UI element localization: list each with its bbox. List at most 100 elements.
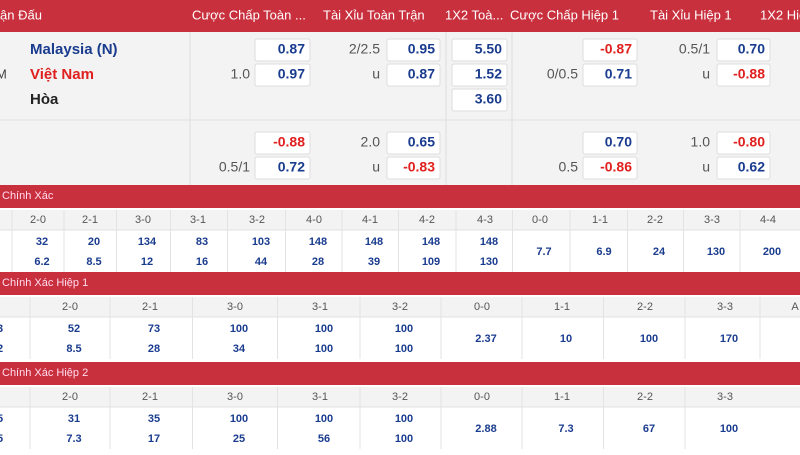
score-odds: 148: [309, 236, 327, 248]
score-odds: 6.2: [34, 256, 49, 268]
column-header: Cược Chấp Toàn ...: [192, 7, 306, 22]
score-odds: 134: [138, 236, 157, 248]
score-label: 3-2: [392, 301, 408, 313]
score-label: 2-2: [637, 301, 653, 313]
score-odds: 3: [0, 323, 3, 335]
score-label: 3-0: [135, 214, 151, 226]
column-header: 1X2 Hiệ: [760, 7, 800, 22]
score-odds: 17: [148, 433, 160, 445]
odds-value[interactable]: 0.87: [408, 66, 435, 82]
handicap-line: u: [702, 66, 710, 82]
score-odds: 200: [763, 246, 781, 258]
odds-value[interactable]: 0.70: [605, 134, 632, 150]
odds-value[interactable]: -0.88: [733, 66, 765, 82]
team-name: Việt Nam: [30, 66, 94, 83]
score-label: 3-1: [312, 301, 328, 313]
score-label: 2-1: [82, 214, 98, 226]
score-label: 3-2: [392, 391, 408, 403]
score-odds: 148: [422, 236, 440, 248]
column-header: 1X2 Toà...: [445, 7, 503, 22]
odds-box: [582, 156, 638, 180]
section-bar: [0, 185, 800, 208]
odds-value[interactable]: 0.71: [605, 66, 632, 82]
odds-value[interactable]: 0.62: [738, 159, 765, 175]
score-odds: 148: [365, 236, 383, 248]
odds-box: [582, 63, 638, 87]
handicap-line: 0/0.5: [547, 66, 578, 82]
odds-value[interactable]: 5.50: [475, 41, 502, 57]
team-name: Hòa: [30, 91, 59, 108]
odds-box: [716, 38, 771, 62]
odds-box: [386, 156, 441, 180]
score-label: 1-1: [554, 391, 570, 403]
odds-value[interactable]: -0.87: [600, 41, 632, 57]
odds-value[interactable]: 0.87: [278, 41, 305, 57]
handicap-line: 2.0: [361, 134, 381, 150]
handicap-line: u: [372, 66, 380, 82]
score-odds: 6.9: [596, 246, 611, 258]
odds-value[interactable]: -0.88: [273, 134, 305, 150]
odds-value[interactable]: 0.70: [738, 41, 765, 57]
column-header: Cược Chấp Hiệp 1: [510, 7, 619, 22]
odds-box: [716, 131, 771, 155]
score-odds: 5: [0, 433, 3, 445]
score-odds: 44: [255, 256, 268, 268]
odds-value[interactable]: 0.72: [278, 159, 305, 175]
score-header-row: [0, 387, 800, 407]
score-odds: 170: [720, 333, 738, 345]
handicap-line: u: [702, 159, 710, 175]
score-label: 3-3: [717, 391, 733, 403]
score-label: 4-1: [362, 214, 378, 226]
score-odds: 100: [230, 323, 248, 335]
score-label: 2-1: [142, 391, 158, 403]
score-odds: 25: [233, 433, 245, 445]
score-label: 1-1: [592, 214, 608, 226]
odds-value[interactable]: 0.97: [278, 66, 305, 82]
score-odds: 52: [68, 323, 80, 335]
score-label: 0-0: [474, 391, 490, 403]
score-label: 0-0: [532, 214, 548, 226]
handicap-line: 0.5: [559, 159, 579, 175]
odds-box: [254, 38, 311, 62]
score-label: 2-0: [62, 391, 78, 403]
odds-value[interactable]: -0.83: [403, 159, 435, 175]
score-odds: 109: [422, 256, 440, 268]
handicap-line: 0.5/1: [219, 159, 250, 175]
score-odds: 100: [395, 323, 413, 335]
score-odds: 148: [480, 236, 498, 248]
score-odds: 28: [312, 256, 324, 268]
score-odds: 5: [0, 413, 3, 425]
odds-box: [451, 63, 508, 87]
score-odds: 100: [395, 413, 413, 425]
score-label: 3-3: [717, 301, 733, 313]
score-odds: 8.5: [66, 343, 81, 355]
odds-value[interactable]: 3.60: [475, 91, 502, 107]
match-time: M: [0, 66, 7, 81]
score-label: 1-1: [554, 301, 570, 313]
score-label: 3-1: [312, 391, 328, 403]
score-odds: 100: [315, 323, 333, 335]
odds-box: [254, 156, 311, 180]
column-header: Tài Xỉu Toàn Trận: [323, 7, 425, 22]
score-label: 3-0: [227, 391, 243, 403]
section-bar: [0, 272, 800, 295]
odds-value[interactable]: 0.65: [408, 134, 435, 150]
handicap-line: 0.5/1: [679, 41, 710, 57]
section-title: Chính Xác Hiệp 1: [2, 277, 88, 289]
odds-value[interactable]: 1.52: [475, 66, 502, 82]
score-odds: 100: [315, 343, 333, 355]
odds-box: [451, 88, 508, 112]
odds-value[interactable]: -0.86: [600, 159, 632, 175]
score-odds: 32: [36, 236, 48, 248]
odds-box: [716, 63, 771, 87]
odds-value[interactable]: -0.80: [733, 134, 765, 150]
section-title: Chính Xác Hiệp 2: [2, 367, 88, 379]
score-odds: 7.3: [558, 423, 573, 435]
score-label: 2-2: [637, 391, 653, 403]
odds-value[interactable]: 0.95: [408, 41, 435, 57]
score-odds: 39: [368, 256, 380, 268]
odds-box: [254, 131, 311, 155]
score-odds: 34: [233, 343, 246, 355]
score-odds: 100: [720, 423, 738, 435]
